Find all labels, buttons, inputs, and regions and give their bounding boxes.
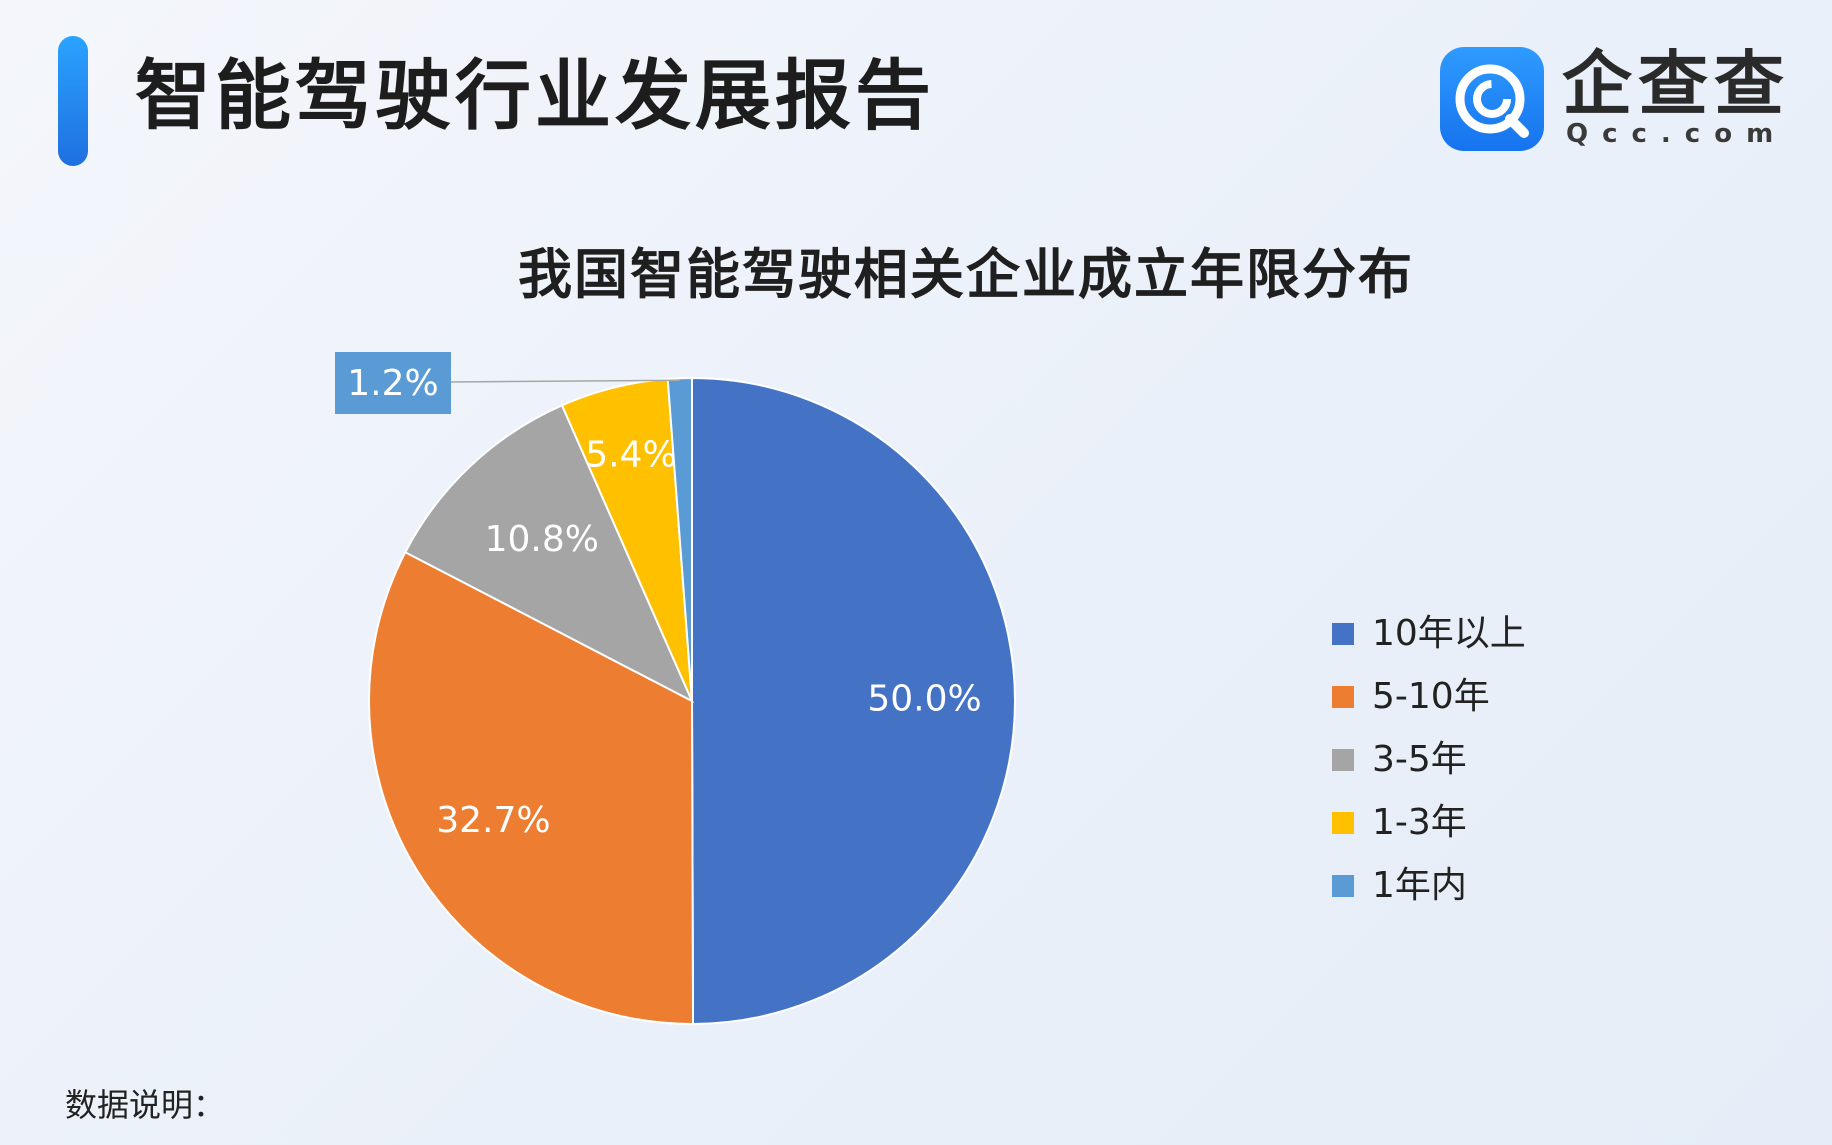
legend-swatch [1332, 748, 1354, 771]
legend-swatch [1332, 685, 1354, 708]
legend-swatch [1332, 874, 1354, 897]
legend-label: 3-5年 [1372, 738, 1467, 780]
legend-item: 3-5年 [1332, 728, 1526, 791]
logo-text-en: Qcc.com [1566, 119, 1788, 149]
legend-item: 10年以上 [1332, 602, 1526, 665]
qcc-logo: 企查查 Qcc.com [1440, 43, 1784, 155]
chart-legend: 10年以上 5-10年 3-5年 1-3年 1年内 [1332, 602, 1526, 917]
legend-label: 5-10年 [1372, 675, 1490, 717]
title-accent-bar [58, 36, 88, 166]
slice-label: 5.4% [585, 435, 676, 476]
slice-label: 1.2% [347, 363, 438, 404]
data-note: 数据说明： [65, 1086, 226, 1124]
callout-box [335, 352, 451, 414]
pie-slice [403, 404, 695, 704]
legend-swatch [1332, 622, 1354, 645]
legend-item: 1-3年 [1332, 791, 1526, 854]
legend-item: 5-10年 [1332, 665, 1526, 728]
chart-title: 我国智能驾驶相关企业成立年限分布 [518, 243, 1414, 306]
legend-item: 1年内 [1332, 854, 1526, 917]
report-title: 智能驾驶行业发展报告 [135, 51, 935, 140]
callout-leader-line [450, 379, 680, 383]
qcc-logo-icon [1440, 47, 1544, 151]
legend-label: 1-3年 [1372, 801, 1467, 843]
legend-label: 10年以上 [1372, 612, 1526, 654]
logo-text-cn: 企查查 [1562, 43, 1790, 125]
legend-swatch [1332, 811, 1354, 834]
legend-label: 1年内 [1372, 864, 1467, 906]
pie-slice [691, 376, 1017, 1026]
slice-label: 10.8% [485, 519, 599, 560]
slice-label: 32.7% [436, 800, 550, 841]
pie-slice [368, 550, 695, 1026]
slice-label: 50.0% [867, 679, 981, 720]
pie-slice [666, 376, 693, 702]
